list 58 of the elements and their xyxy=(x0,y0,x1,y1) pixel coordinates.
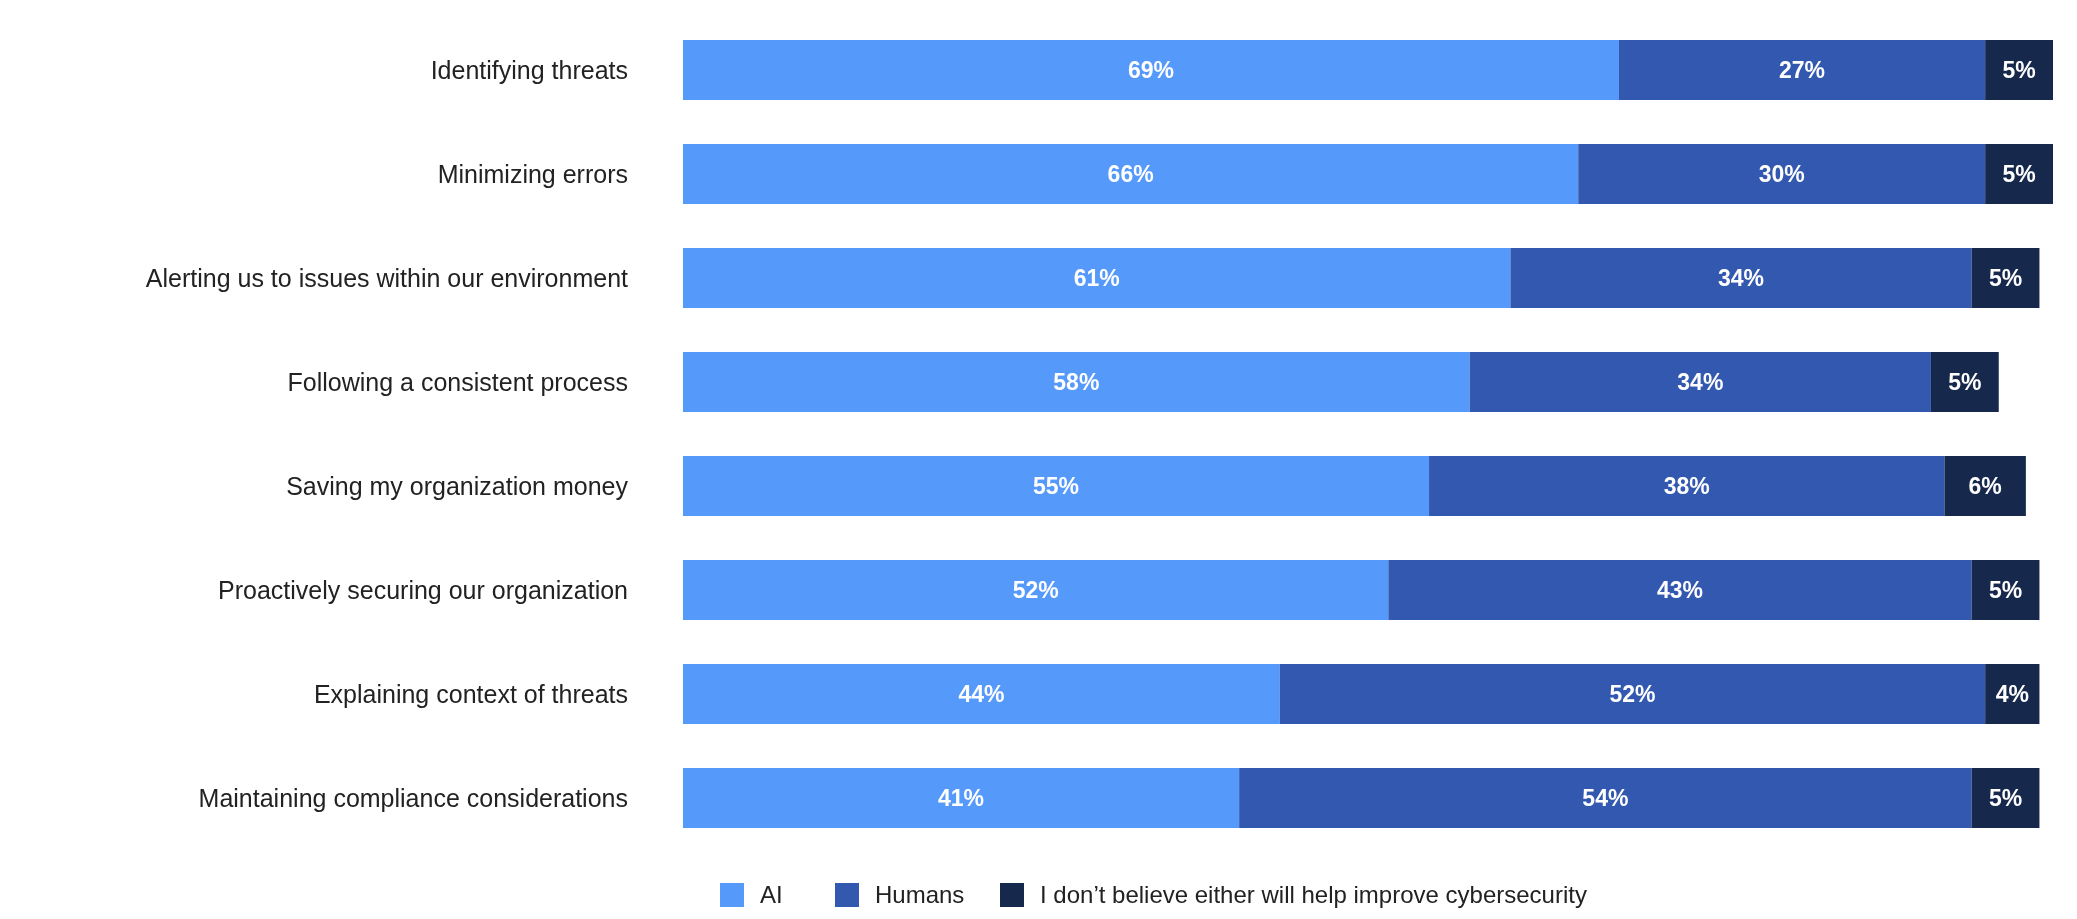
legend-label: I don’t believe either will help improve cybersecurity xyxy=(1040,881,1587,909)
data-label: 5% xyxy=(1948,369,1982,396)
data-label: 69% xyxy=(1127,57,1174,84)
data-label: 61% xyxy=(1073,265,1120,292)
bar xyxy=(683,768,1240,828)
data-label: 38% xyxy=(1663,473,1710,500)
bar xyxy=(683,40,1619,100)
y-tick-label: Following a consistent process xyxy=(287,367,628,396)
bar xyxy=(1944,456,2026,516)
bar xyxy=(1618,40,1986,100)
bar xyxy=(1985,144,2053,204)
data-label: 34% xyxy=(1677,369,1724,396)
bar xyxy=(1510,248,1972,308)
data-label: 5% xyxy=(1988,577,2023,604)
y-tick-label: Alerting us to issues within our environment xyxy=(145,263,629,292)
bar xyxy=(683,664,1280,724)
data-label: 30% xyxy=(1758,161,1805,188)
data-label: 52% xyxy=(1609,681,1656,708)
bar xyxy=(1429,456,1945,516)
bar xyxy=(683,248,1511,308)
data-label: 34% xyxy=(1718,265,1765,292)
data-label: 27% xyxy=(1779,57,1826,84)
bar xyxy=(1930,352,1999,412)
legend-label: AI xyxy=(760,881,783,909)
y-tick-label: Explaining context of threats xyxy=(313,679,628,708)
data-label: 66% xyxy=(1107,161,1154,188)
bar xyxy=(1578,144,1986,204)
y-tick-label: Proactively securing our organization xyxy=(218,575,628,604)
y-tick-label: Identifying threats xyxy=(430,55,628,84)
bar xyxy=(1985,40,2053,100)
data-label: 5% xyxy=(1988,785,2023,812)
bar xyxy=(683,352,1470,412)
data-label: 52% xyxy=(1012,577,1059,604)
bar xyxy=(1279,664,1986,724)
bar xyxy=(1469,352,1931,412)
y-tick-label: Minimizing errors xyxy=(437,159,628,188)
data-label: 6% xyxy=(1968,473,2002,500)
data-label: 4% xyxy=(1995,681,2029,708)
data-label: 58% xyxy=(1053,369,1100,396)
legend-label: Humans xyxy=(875,881,965,909)
data-label: 54% xyxy=(1582,785,1629,812)
y-tick-label: Maintaining compliance considerations xyxy=(198,783,628,812)
bar xyxy=(683,144,1579,204)
bar xyxy=(683,560,1389,620)
bar xyxy=(1388,560,1972,620)
bar xyxy=(1971,248,2040,308)
bar xyxy=(683,456,1430,516)
data-label: 43% xyxy=(1656,577,1703,604)
data-label: 5% xyxy=(2002,57,2036,84)
y-tick-label: Saving my organization money xyxy=(286,471,629,500)
bar xyxy=(1971,560,2040,620)
data-label: 5% xyxy=(2002,161,2036,188)
bar xyxy=(1239,768,1972,828)
data-label: 55% xyxy=(1033,473,1080,500)
bar xyxy=(1971,768,2040,828)
data-label: 44% xyxy=(958,681,1005,708)
data-label: 41% xyxy=(938,785,985,812)
data-label: 5% xyxy=(1988,265,2023,292)
